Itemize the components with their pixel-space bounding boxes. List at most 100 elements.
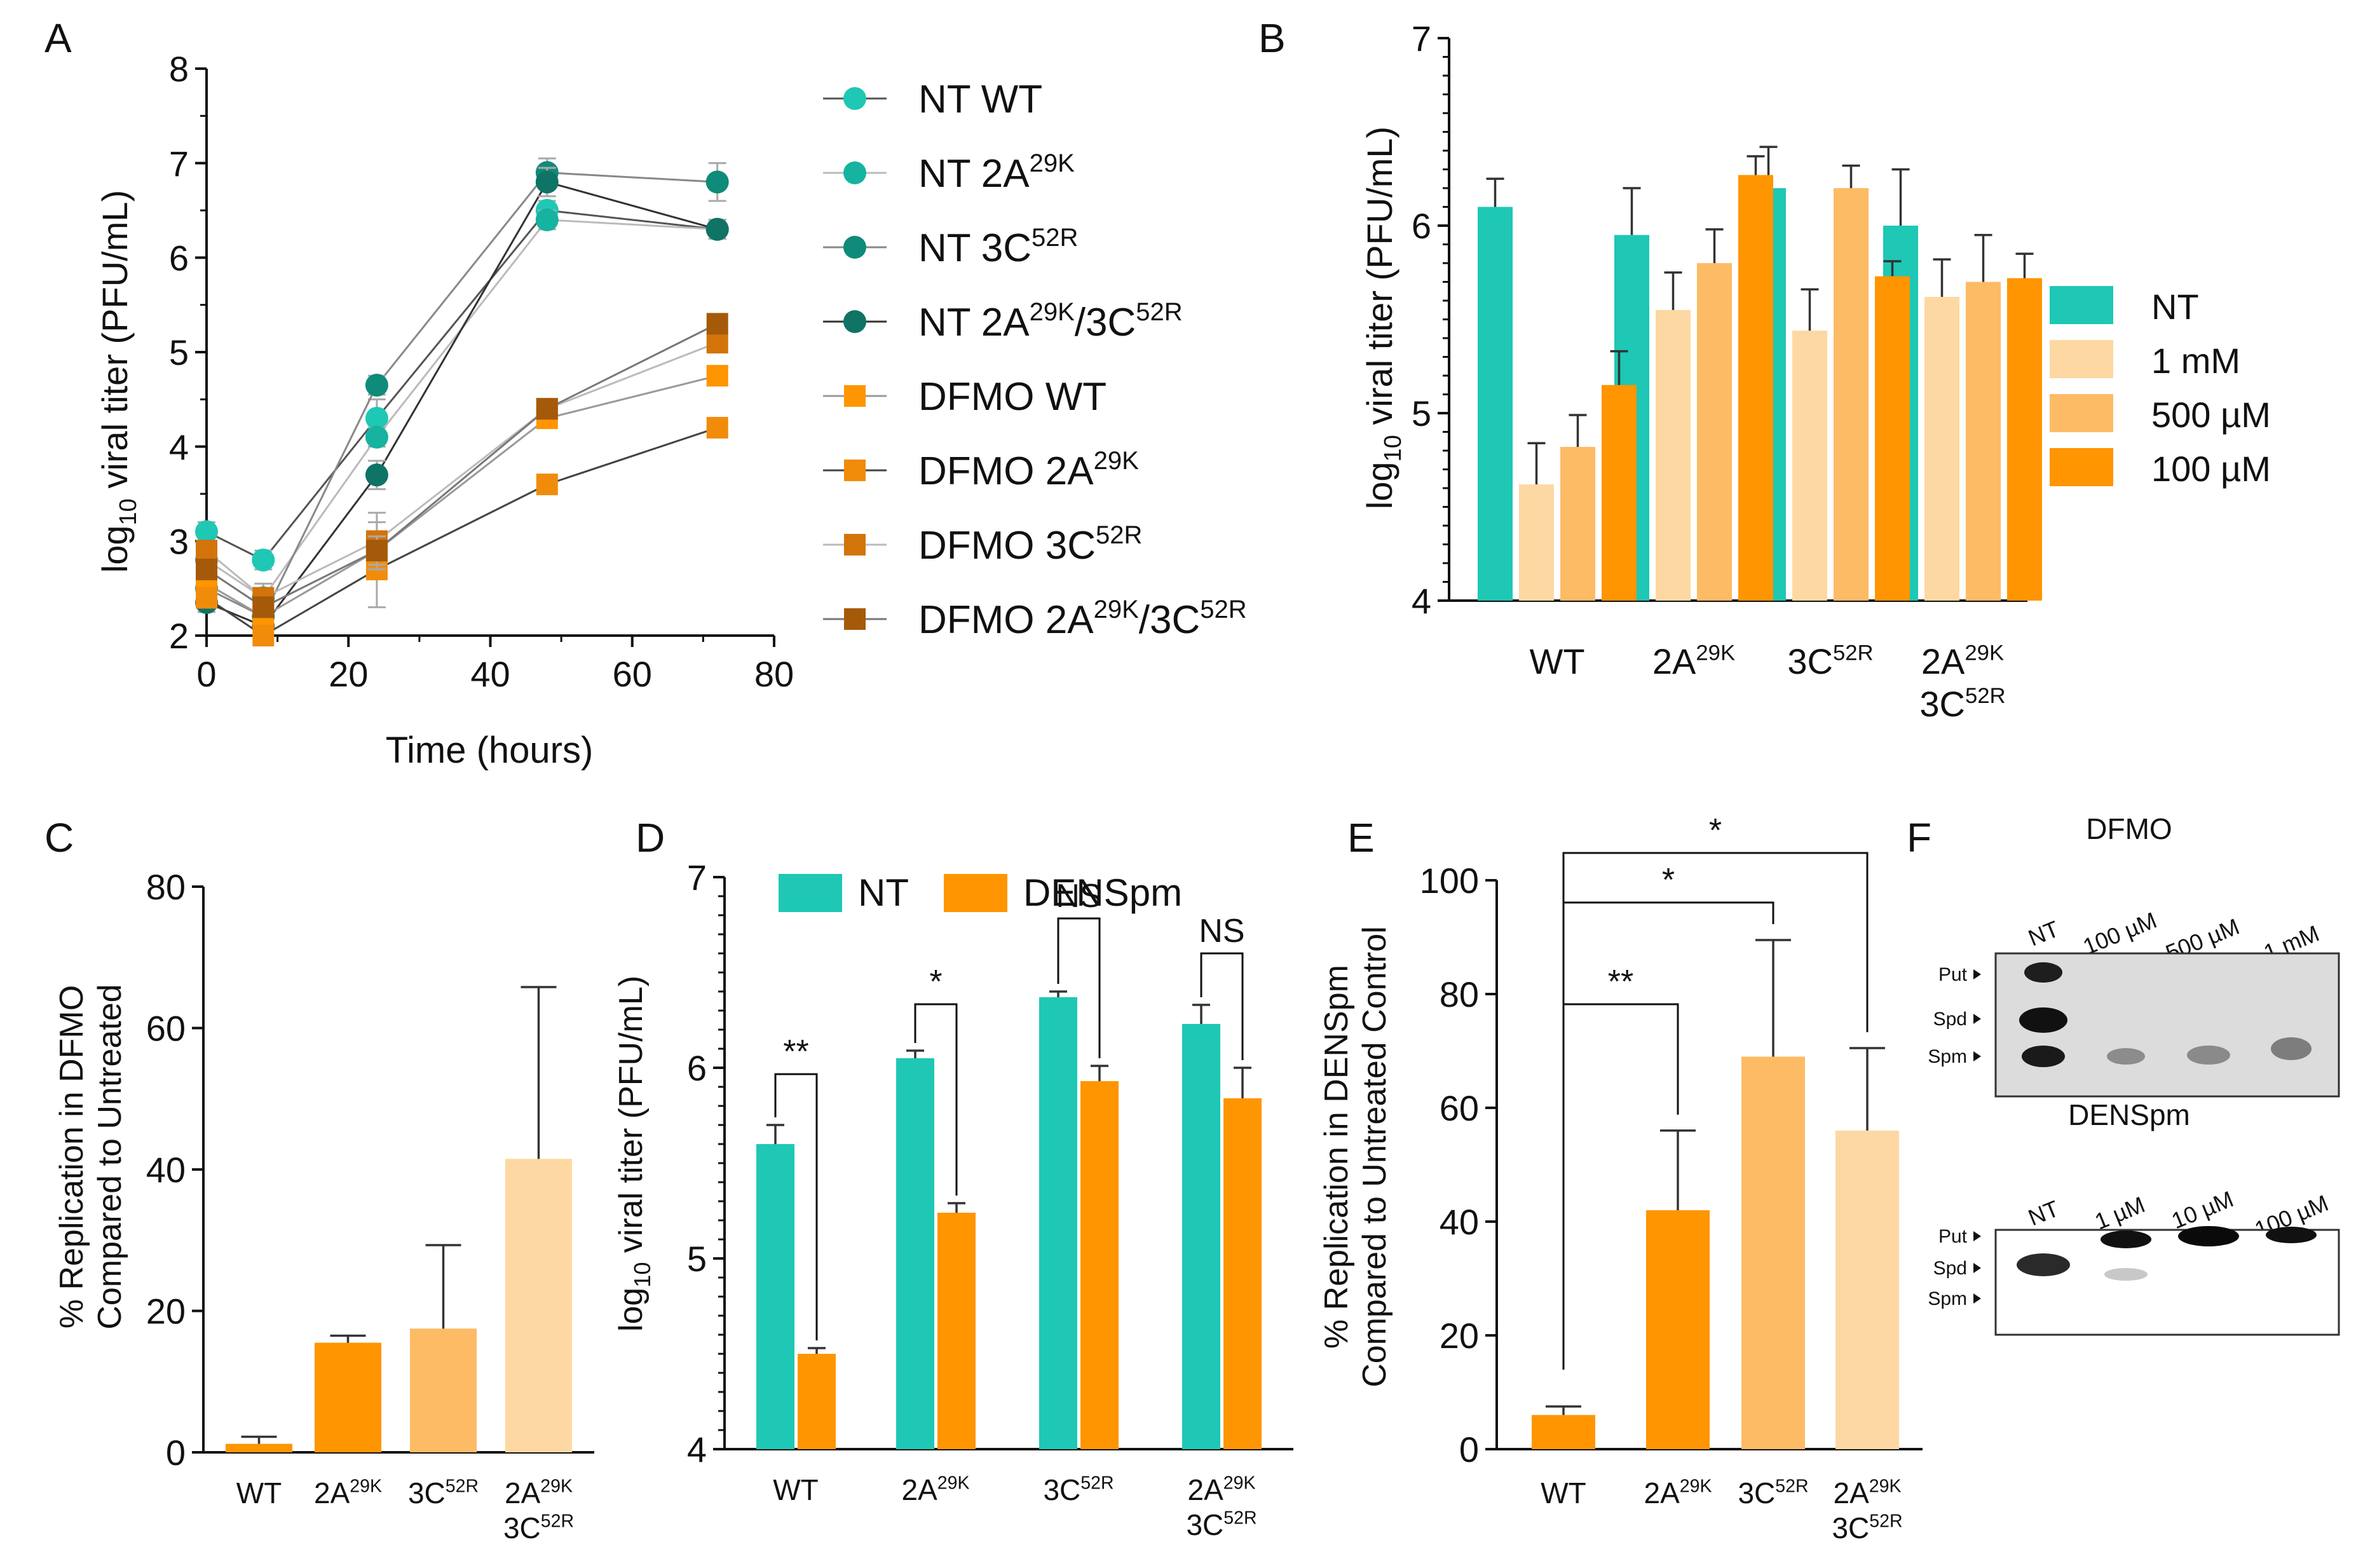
panel-a-point — [705, 217, 729, 241]
panel-b-error-bar — [1801, 288, 1819, 331]
panel-a-y-tick-label: 6 — [169, 238, 189, 278]
panel-a-legend-label: DFMO WT — [918, 375, 1107, 419]
panel-b: B log10 viral titer (PFU/mL) 4 5 6 7 WT 2A29… — [1258, 15, 2271, 724]
panel-label-c: C — [44, 815, 74, 861]
panel-c-error-bar — [330, 1334, 366, 1343]
panel-b-bar — [1924, 297, 1959, 601]
panel-b-bar — [1478, 207, 1513, 601]
panel-d-legend-swatch — [944, 874, 1007, 912]
panel-a-point — [365, 407, 388, 430]
panel-e-y-tick-label: 40 — [1440, 1202, 1479, 1242]
panel-d-error-bar — [1192, 1004, 1210, 1024]
panel-b-y-tick-label: 6 — [1412, 206, 1431, 246]
panel-a-y-tick-label: 5 — [169, 332, 189, 372]
gel-dfmo-marker-arrows — [1973, 969, 1981, 1061]
panel-e-error-bar — [1849, 1047, 1885, 1131]
panel-a-legend-marker — [843, 236, 866, 259]
panel-b-error-bar — [2015, 252, 2034, 278]
panel-b-error-bar — [1486, 177, 1504, 207]
panel-d-error-bar — [948, 1202, 965, 1213]
gel-dfmo-lane-2: 100 µM — [2080, 907, 2160, 960]
gel-dfmo-title: DFMO — [2086, 812, 2172, 845]
panel-d-significance-bracket — [914, 1003, 958, 1196]
panel-b-bar — [1966, 282, 2001, 601]
panel-a-legend-label: NT WT — [918, 78, 1042, 121]
panel-b-error-bar — [1664, 271, 1682, 310]
panel-b-legend: NT 1 mM 500 µM 100 µM — [2050, 286, 2271, 489]
panel-a-legend-marker — [843, 310, 866, 333]
panel-d-y-tick-label: 4 — [687, 1429, 707, 1469]
panel-a-legend-label: NT 2A29K — [918, 149, 1075, 196]
panel-c-y-tick-label: 80 — [146, 867, 186, 907]
panel-b-bars — [1478, 146, 2042, 601]
panel-b-error-bar — [1705, 228, 1724, 263]
panel-b-bar — [1519, 484, 1554, 601]
panel-e-category-label: WT — [1541, 1476, 1586, 1510]
panel-d-category-label: WT — [773, 1473, 819, 1506]
panel-a-x-tick-label: 0 — [196, 654, 216, 694]
panel-d-legend-label: NT — [858, 871, 909, 914]
panel-d-y-tick-label: 7 — [687, 857, 707, 897]
gel-dfmo-marker-spm: Spm — [1928, 1046, 1967, 1067]
panel-label-f: F — [1907, 815, 1931, 861]
panel-d-bar — [798, 1354, 836, 1449]
panel-a-legend-label: DFMO 2A29K/3C52R — [918, 596, 1247, 642]
panel-a-legend: NT WT NT 2A29K NT 3C52R NT 2A29K/3C52R DFMO … — [823, 78, 1247, 642]
panel-a-legend-label: DFMO 3C52R — [918, 521, 1142, 568]
panel-b-error-bar — [1610, 350, 1628, 385]
panel-a-point — [195, 520, 218, 543]
panel-b-error-bar — [1974, 234, 1992, 282]
panel-e-error-bar — [1546, 1405, 1581, 1415]
panel-d-bar — [1039, 997, 1077, 1449]
gel-dfmo-band — [2022, 1046, 2065, 1067]
panel-a-series — [195, 157, 729, 646]
panel-d-error-bar — [1049, 990, 1067, 997]
gel-denspm-band — [2101, 1231, 2151, 1248]
panel-b-category-label: 2A29K — [1921, 641, 2004, 681]
panel-c-category-label: 3C52R — [503, 1511, 574, 1544]
panel-e-error-bar — [1755, 939, 1791, 1057]
panel-a-legend-label: NT 3C52R — [918, 224, 1078, 270]
panel-label-d: D — [636, 815, 665, 861]
gel-dfmo-band — [2187, 1046, 2230, 1065]
panel-d-error-bar — [1091, 1065, 1108, 1081]
gel-denspm-band — [2266, 1227, 2317, 1243]
panel-label-b: B — [1258, 15, 1286, 61]
panel-c-error-bar — [241, 1435, 277, 1444]
panel-b-legend-swatch — [2050, 448, 2113, 486]
panel-c-error-bar — [425, 1244, 461, 1329]
panel-a-point — [706, 332, 728, 354]
panel-a-point — [706, 416, 728, 439]
panel-e-ylabel-line2: Compared to Untreated Control — [1356, 926, 1393, 1387]
panel-a-point — [365, 425, 388, 449]
panel-b-bar — [1697, 263, 1732, 601]
panel-b-legend-label: NT — [2151, 287, 2199, 327]
panel-b-y-tick-label: 5 — [1412, 393, 1431, 433]
panel-b-ylabel: log10 viral titer (PFU/mL) — [1359, 126, 1406, 509]
panel-b-error-bar — [1842, 164, 1860, 188]
gel-dfmo-band — [2107, 1048, 2145, 1065]
gel-denspm-marker-spm: Spm — [1928, 1288, 1967, 1309]
panel-a-point — [705, 170, 729, 194]
panel-a-point — [536, 398, 558, 420]
panel-c-category-label: 3C52R — [408, 1476, 479, 1510]
panel-d-legend-swatch — [779, 874, 842, 912]
panel-e-bar — [1835, 1130, 1899, 1449]
panel-d-legend: NT DENSpm — [779, 871, 1182, 914]
panel-d-error-bar — [766, 1124, 784, 1144]
panel-e-significance-label: * — [1662, 862, 1675, 899]
panel-d-bar — [937, 1213, 976, 1449]
panel-b-bar — [1656, 310, 1691, 601]
panel-e-significance-label: ** — [1608, 964, 1633, 1000]
panel-a-series-line — [206, 181, 718, 627]
panel-e-y-tick-label: 0 — [1459, 1429, 1479, 1469]
panel-f: F DFMO NT 100 µM 500 µM 1 mM Put Spd Spm… — [1907, 812, 2340, 1336]
panel-d-significance-bracket — [1200, 952, 1244, 1060]
panel-a-legend-marker — [844, 608, 866, 630]
panel-a-series-line — [206, 341, 718, 599]
gel-denspm-lane-2: 1 µM — [2091, 1191, 2148, 1234]
